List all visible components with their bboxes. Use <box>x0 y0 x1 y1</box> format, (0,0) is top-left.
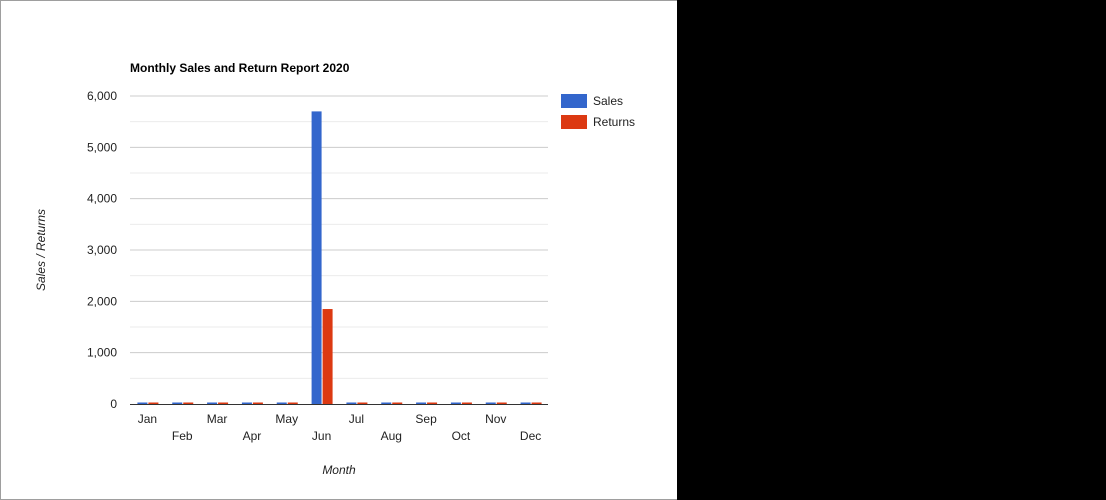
bars <box>137 111 542 405</box>
bar-returns-jul[interactable] <box>357 402 368 405</box>
y-tick-label: 2,000 <box>87 294 117 308</box>
bar-returns-jun[interactable] <box>322 309 333 404</box>
legend-swatch-sales <box>561 94 587 108</box>
bar-sales-nov[interactable] <box>485 402 496 405</box>
bar-sales-sep[interactable] <box>416 402 427 405</box>
bar-sales-mar[interactable] <box>207 402 218 405</box>
bar-returns-mar[interactable] <box>218 402 229 405</box>
bar-sales-oct[interactable] <box>450 402 461 405</box>
bar-returns-nov[interactable] <box>496 402 507 405</box>
x-tick-label: Dec <box>520 429 541 443</box>
bar-returns-feb[interactable] <box>183 402 194 405</box>
y-tick-label: 5,000 <box>87 140 117 154</box>
bar-returns-apr[interactable] <box>252 402 263 405</box>
x-tick-label: Apr <box>243 429 262 443</box>
x-axis-ticks: Jan Feb Mar Apr May Jun Jul Aug Sep Oct Nov Dec <box>138 412 542 443</box>
bar-sales-apr[interactable] <box>241 402 252 405</box>
x-tick-label: Jun <box>312 429 331 443</box>
bar-sales-jul[interactable] <box>346 402 357 405</box>
bar-sales-jan[interactable] <box>137 402 148 405</box>
y-tick-label: 4,000 <box>87 192 117 206</box>
bar-returns-oct[interactable] <box>461 402 472 405</box>
y-tick-label: 0 <box>110 397 117 411</box>
y-tick-label: 3,000 <box>87 243 117 257</box>
legend-swatch-returns <box>561 115 587 129</box>
x-tick-label: Oct <box>452 429 471 443</box>
bar-returns-jan[interactable] <box>148 402 159 405</box>
x-axis-title: Month <box>322 463 356 477</box>
y-axis-title: Sales / Returns <box>34 209 48 291</box>
bar-returns-may[interactable] <box>287 402 298 405</box>
x-tick-label: Jul <box>349 412 364 426</box>
legend-label-sales: Sales <box>593 94 623 108</box>
x-tick-label: Jan <box>138 412 157 426</box>
x-tick-label: Feb <box>172 429 193 443</box>
bar-returns-dec[interactable] <box>531 402 542 405</box>
gridlines <box>130 95 548 379</box>
bar-returns-sep[interactable] <box>427 402 438 405</box>
legend: Sales Returns <box>561 94 635 129</box>
x-tick-label: Mar <box>207 412 228 426</box>
y-axis-ticks: 0 1,000 2,000 3,000 4,000 5,000 6,000 <box>87 89 117 411</box>
y-tick-label: 6,000 <box>87 89 117 103</box>
x-tick-label: Sep <box>415 412 437 426</box>
bar-sales-jun[interactable] <box>311 111 322 405</box>
bar-returns-aug[interactable] <box>392 402 403 405</box>
x-tick-label: May <box>275 412 298 426</box>
bar-sales-may[interactable] <box>276 402 287 405</box>
x-tick-label: Nov <box>485 412 506 426</box>
bar-sales-aug[interactable] <box>381 402 392 405</box>
chart-title: Monthly Sales and Return Report 2020 <box>130 61 350 75</box>
bar-sales-dec[interactable] <box>520 402 531 405</box>
bar-sales-feb[interactable] <box>172 402 183 405</box>
legend-label-returns: Returns <box>593 115 635 129</box>
x-tick-label: Aug <box>381 429 402 443</box>
y-tick-label: 1,000 <box>87 346 117 360</box>
